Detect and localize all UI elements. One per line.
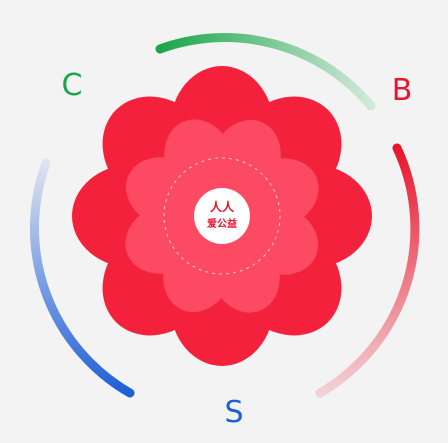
center-text: 人人 (210, 199, 235, 214)
letter-c: C (62, 68, 83, 103)
center-text: 爱公益 (207, 217, 237, 230)
letter-b: B (392, 73, 413, 108)
center-circle (194, 188, 250, 244)
illustration: 人人 爱公益 C B S (0, 0, 448, 443)
letter-s: S (224, 395, 243, 430)
